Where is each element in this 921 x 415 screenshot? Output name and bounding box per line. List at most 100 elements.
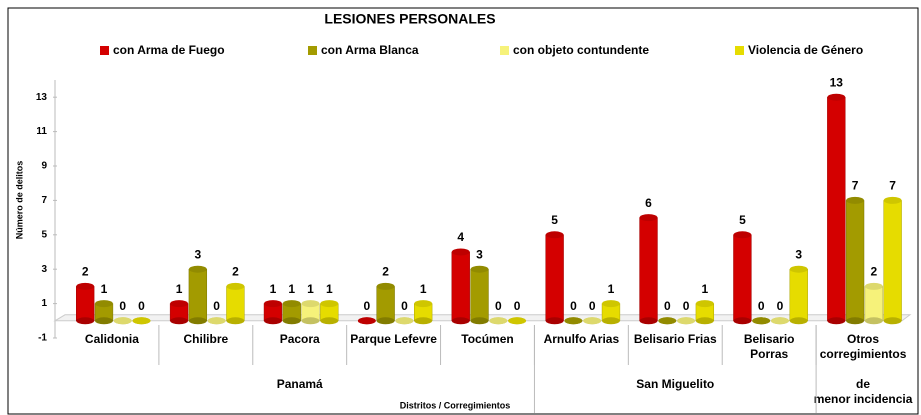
bar-base: [414, 317, 433, 325]
bar: [864, 282, 884, 325]
bar-base: [883, 317, 902, 325]
bar-top: [883, 196, 902, 204]
bar-top: [733, 231, 752, 239]
bar-top: [170, 300, 188, 308]
bar-top: [357, 317, 376, 325]
data-label: 1: [176, 282, 183, 296]
bar: [207, 317, 226, 325]
data-label: 1: [270, 282, 277, 296]
bar-top: [771, 317, 789, 325]
x-tick-label: Otros corregimientos: [820, 332, 907, 361]
bar-top: [846, 196, 864, 204]
bar-top: [76, 282, 95, 290]
bar-base: [470, 317, 489, 325]
y-tick-label: 1: [41, 298, 47, 309]
data-label: 1: [702, 282, 709, 296]
bar-base: [376, 317, 395, 325]
data-label: 0: [589, 299, 596, 313]
bar-body: [545, 234, 564, 322]
bar-top: [827, 93, 846, 101]
bar: [113, 317, 132, 325]
bar-top: [207, 317, 226, 325]
x-tick-label: Calidonia: [85, 332, 139, 346]
bar-base: [320, 317, 339, 325]
group-label: de menor incidencia: [814, 377, 913, 406]
bar: [188, 265, 208, 325]
bar: [301, 300, 320, 325]
x-tick-label: Tocúmen: [461, 332, 513, 346]
data-label: 5: [551, 213, 558, 227]
bar-top: [188, 265, 207, 273]
data-label: 0: [777, 299, 784, 313]
data-label: 2: [382, 265, 389, 279]
bar-top: [282, 300, 301, 308]
bar-base: [545, 317, 564, 325]
data-label: 0: [570, 299, 577, 313]
bar-top: [583, 317, 602, 325]
bar-top: [545, 231, 564, 239]
bar: [395, 317, 414, 325]
chart-title: LESIONES PERSONALES: [324, 11, 495, 27]
bar-body: [789, 268, 808, 322]
y-tick-label: 7: [41, 195, 47, 206]
bar: [470, 265, 489, 325]
bar: [771, 317, 789, 325]
data-label: 2: [82, 265, 89, 279]
bar-base: [695, 317, 714, 325]
bar-top: [695, 300, 714, 308]
bar-top: [301, 300, 320, 308]
bar-base: [846, 317, 864, 325]
bar-top: [451, 248, 470, 256]
bar-top: [470, 265, 489, 273]
legend-label: con objeto contundente: [513, 43, 649, 57]
data-label: 0: [138, 299, 145, 313]
data-label: 1: [420, 282, 427, 296]
bar-top: [320, 300, 339, 308]
bar-body: [733, 234, 752, 322]
y-tick-label: 9: [41, 161, 47, 172]
bar: [564, 317, 583, 325]
bar-base: [789, 317, 808, 325]
data-label: 1: [288, 282, 295, 296]
bar-top: [264, 300, 282, 308]
bar: [94, 300, 114, 325]
bar-base: [602, 317, 620, 325]
bar-base: [451, 317, 470, 325]
data-label: 6: [645, 196, 652, 210]
bar-base: [170, 317, 188, 325]
bar: [169, 300, 189, 325]
bar-body: [376, 286, 395, 322]
data-label: 2: [871, 265, 878, 279]
bar-body: [76, 286, 95, 322]
bar: [677, 317, 695, 325]
bar-body: [188, 268, 208, 322]
bar-body: [470, 268, 489, 322]
bar: [357, 317, 376, 325]
bar-top: [226, 282, 245, 290]
y-tick-label: -1: [38, 333, 47, 344]
y-tick-label: 11: [36, 126, 47, 137]
data-label: 1: [101, 282, 108, 296]
bar-body: [845, 200, 865, 322]
data-label: 7: [852, 179, 859, 193]
bar-top: [864, 282, 883, 290]
bar-top: [752, 317, 771, 325]
legend-swatch: [735, 46, 744, 55]
bar-top: [95, 300, 113, 308]
bar-base: [733, 317, 752, 325]
data-label: 0: [495, 299, 502, 313]
bar-top: [639, 214, 658, 222]
bar-body: [827, 96, 846, 322]
bar-top: [508, 317, 526, 325]
bar-top: [489, 317, 508, 325]
data-label: 0: [683, 299, 690, 313]
x-tick-label: Arnulfo Arias: [544, 332, 620, 346]
bar: [226, 282, 245, 325]
bar: [827, 93, 846, 325]
bar-top: [414, 300, 433, 308]
bar-body: [864, 286, 884, 322]
bar-base: [301, 317, 320, 325]
data-label: 1: [326, 282, 333, 296]
legend-swatch: [308, 46, 317, 55]
